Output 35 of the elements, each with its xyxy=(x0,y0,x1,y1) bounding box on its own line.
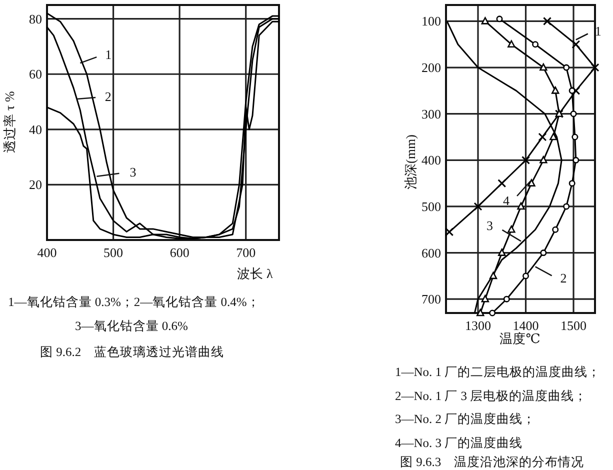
annotation: 1 xyxy=(594,24,602,39)
text: 图 9.6.2 蓝色玻璃透过光谱曲线 xyxy=(40,345,224,359)
y-tick-label: 200 xyxy=(422,60,441,76)
y-tick-label: 400 xyxy=(422,152,441,168)
y-tick-label: 300 xyxy=(422,106,441,122)
y-tick-label: 500 xyxy=(422,198,441,214)
x-tick-label: 1500 xyxy=(560,318,587,333)
annotation: 3 xyxy=(486,218,493,234)
text: 3—氧化钴含量 0.6% xyxy=(75,319,188,333)
annotation: 1 xyxy=(105,47,112,62)
y-tick-label: 60 xyxy=(29,66,42,82)
x-tick-label: 1300 xyxy=(464,318,491,333)
text: 2—No. 1 厂 3 层电极的温度曲线； xyxy=(395,388,588,403)
y-tick-label: 80 xyxy=(29,11,42,26)
y-axis-title: 透过率 τ % xyxy=(2,91,17,153)
annotation: 4 xyxy=(503,193,510,208)
x-axis-title: 温度℃ xyxy=(500,331,540,346)
y-tick-label: 700 xyxy=(422,292,441,307)
y-tick-label: 20 xyxy=(29,177,42,192)
annotation: 3 xyxy=(130,164,136,180)
text: 图 9.6.3 温度沿池深的分布情况 xyxy=(400,454,584,469)
annotation: 2 xyxy=(104,89,112,104)
x-axis-title: 波长 λ xyxy=(237,266,274,281)
text: 4—No. 3 厂的温度曲线 xyxy=(395,435,523,450)
y-tick-label: 40 xyxy=(29,122,42,137)
x-tick-label: 700 xyxy=(236,245,256,260)
text: 1—No. 1 厂的二层电极的温度曲线； xyxy=(395,364,601,379)
text: 3—No. 2 厂的温度曲线； xyxy=(395,411,536,426)
x-tick-label: 500 xyxy=(104,245,124,260)
y-tick-label: 100 xyxy=(422,14,441,29)
annotation: 2 xyxy=(560,270,567,286)
y-axis-title: 池深(mm) xyxy=(403,134,418,190)
x-tick-label: 1400 xyxy=(512,318,539,333)
x-tick-label: 600 xyxy=(170,245,190,260)
text: 1—氧化钴含量 0.3%；2—氧化钴含量 0.4%； xyxy=(8,295,260,309)
